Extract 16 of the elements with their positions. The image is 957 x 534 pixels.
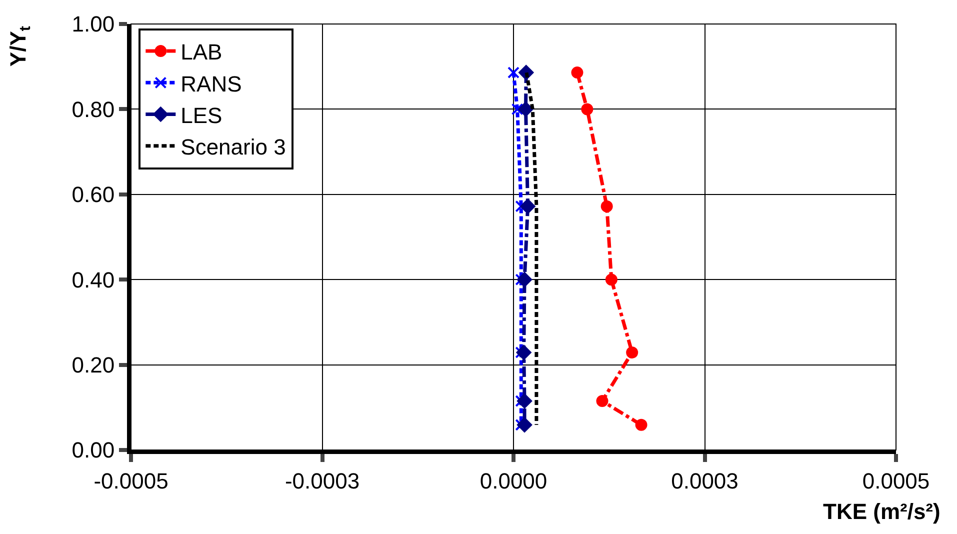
x-tick-label: 0.0003 bbox=[671, 468, 738, 494]
legend-label: RANS bbox=[180, 71, 242, 96]
x-tick-label: 0.0000 bbox=[480, 468, 548, 494]
x-tick-label: 0.0005 bbox=[862, 468, 930, 494]
legend-label: LAB bbox=[180, 40, 222, 65]
y-tick-label: 0.40 bbox=[72, 267, 115, 292]
y-tick-label: 0.00 bbox=[72, 438, 115, 463]
y-tick-label: 0.20 bbox=[72, 352, 115, 378]
x-tick-label: -0.0005 bbox=[94, 468, 168, 494]
y-tick-label: 0.60 bbox=[72, 182, 115, 208]
legend-label: LES bbox=[180, 102, 222, 128]
x-axis-title: TKE (m²/s²) bbox=[823, 499, 940, 524]
y-tick-label: 1.00 bbox=[72, 12, 115, 37]
x-tick-label: -0.0003 bbox=[284, 468, 360, 494]
legend-label: Scenario 3 bbox=[180, 134, 286, 160]
y-tick-label: 0.80 bbox=[72, 96, 115, 122]
